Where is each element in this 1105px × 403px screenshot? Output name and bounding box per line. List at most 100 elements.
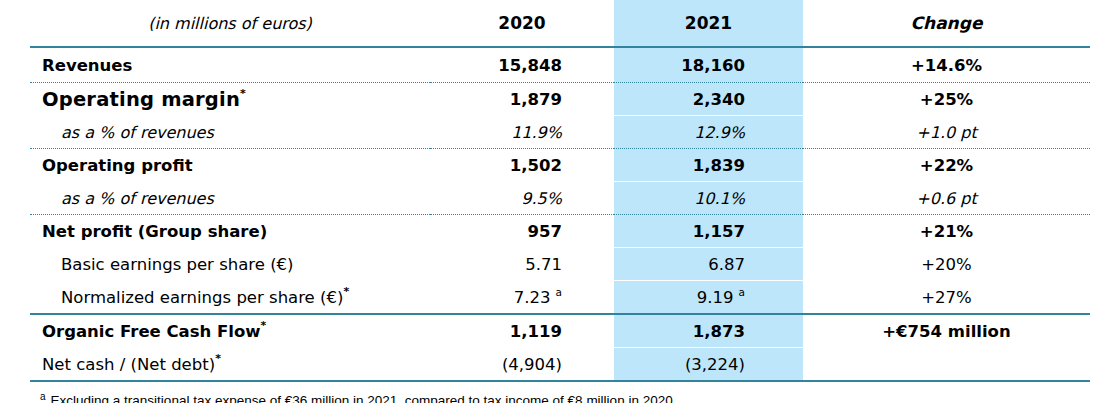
row-label: as a % of revenues xyxy=(30,116,430,149)
value-change-text: +27% xyxy=(921,288,972,307)
value-2021-text: 18,160 xyxy=(681,56,745,75)
row-label-text: Net profit (Group share) xyxy=(42,222,267,241)
value-2021: 18,160 xyxy=(614,47,803,83)
value-2020-text: (4,904) xyxy=(502,355,562,374)
asterisk-marker: * xyxy=(215,352,221,365)
value-2020-text: 7.23 xyxy=(514,288,551,307)
table-row: Operating profit 1,502 1,839 +22% xyxy=(30,149,1090,182)
row-label: Organic Free Cash Flow* xyxy=(30,314,430,348)
value-2020-text: 5.71 xyxy=(525,255,562,274)
value-change-text: +14.6% xyxy=(911,56,982,75)
value-change: +25% xyxy=(803,83,1090,116)
value-2020-text: 1,879 xyxy=(510,90,562,109)
value-change-text: +25% xyxy=(920,90,973,109)
row-label: Net profit (Group share) xyxy=(30,215,430,248)
value-2021: 10.1% xyxy=(614,182,803,215)
value-change-text: +€754 million xyxy=(882,322,1010,341)
value-2020: 5.71 xyxy=(430,248,614,281)
table-header: (in millions of euros) 2020 2021 Change xyxy=(30,0,1090,47)
value-change: +€754 million xyxy=(803,314,1090,348)
value-2020: 1,879 xyxy=(430,83,614,116)
value-2020: (4,904) xyxy=(430,348,614,382)
value-2020-text: 11.9% xyxy=(511,123,562,142)
value-change-text: +21% xyxy=(920,222,973,241)
value-change: +20% xyxy=(803,248,1090,281)
financial-results-page: (in millions of euros) 2020 2021 Change … xyxy=(0,0,1105,403)
value-2021-text: 1,873 xyxy=(693,322,745,341)
footnote-marker: a xyxy=(40,391,46,402)
value-2020: 9.5% xyxy=(430,182,614,215)
value-2020: 1,119 xyxy=(430,314,614,348)
table-body: Revenues 15,848 18,160 +14.6% Operating marg… xyxy=(30,47,1090,381)
value-2021: 12.9% xyxy=(614,116,803,149)
value-2021-text: 6.87 xyxy=(708,255,745,274)
value-2021: 1,873 xyxy=(614,314,803,348)
table-row: Normalized earnings per share (€)*7.23a9… xyxy=(30,281,1090,315)
asterisk-marker: * xyxy=(240,87,246,100)
row-label: Operating profit xyxy=(30,149,430,182)
row-label-text: Net cash / (Net debt) xyxy=(42,355,215,374)
row-label: Net cash / (Net debt)* xyxy=(30,348,430,382)
value-2021-text: 12.9% xyxy=(694,123,745,142)
asterisk-marker: * xyxy=(343,285,349,298)
table-row: Revenues 15,848 18,160 +14.6% xyxy=(30,47,1090,83)
value-change-text: +22% xyxy=(920,156,973,175)
value-change xyxy=(803,348,1090,382)
row-label: Operating margin* xyxy=(30,83,430,116)
value-2021: 1,839 xyxy=(614,149,803,182)
value-2020: 7.23 a xyxy=(430,281,614,315)
value-2020: 11.9% xyxy=(430,116,614,149)
table-row: Basic earnings per share (€) 5.71 6.87 +20% xyxy=(30,248,1090,281)
value-2020-text: 1,502 xyxy=(510,156,562,175)
asterisk-marker: * xyxy=(261,319,267,332)
table-row: as a % of revenues 11.9% 12.9% +1.0 pt xyxy=(30,116,1090,149)
value-2021-text: 1,839 xyxy=(693,156,745,175)
row-label: Normalized earnings per share (€)* xyxy=(30,281,430,315)
table-row: Organic Free Cash Flow* 1,119 1,873 +€754 m… xyxy=(30,314,1090,348)
change-header: Change xyxy=(803,0,1090,47)
value-2021-text: 2,340 xyxy=(693,90,745,109)
footnote-ref-marker: a xyxy=(556,286,562,298)
value-change-text: +1.0 pt xyxy=(916,123,976,142)
value-change: +21% xyxy=(803,215,1090,248)
row-label: Basic earnings per share (€) xyxy=(30,248,430,281)
footnote-text: Excluding a transitional tax expense of … xyxy=(51,393,677,403)
value-change: +22% xyxy=(803,149,1090,182)
value-2020-text: 15,848 xyxy=(498,56,562,75)
value-2021: 9.19 a xyxy=(614,281,803,315)
value-2020-text: 9.5% xyxy=(521,189,562,208)
table-row: Operating margin* 1,879 2,340 +25% xyxy=(30,83,1090,116)
footnote-ref-marker: a xyxy=(739,286,745,298)
table-row: as a % of revenues 9.5% 10.1% +0.6 pt xyxy=(30,182,1090,215)
row-label-text: Revenues xyxy=(42,56,132,75)
row-label-text: as a % of revenues xyxy=(61,189,214,208)
value-2021: (3,224) xyxy=(614,348,803,382)
row-label-text: Operating margin xyxy=(42,88,240,111)
row-label-text: Operating profit xyxy=(42,156,193,175)
year-2021-header: 2021 xyxy=(614,0,803,47)
value-2021-text: 9.19 xyxy=(697,288,734,307)
row-label-text: Basic earnings per share (€) xyxy=(61,255,294,274)
value-2021-text: 1,157 xyxy=(693,222,745,241)
value-2020-text: 1,119 xyxy=(510,322,562,341)
value-2021-text: (3,224) xyxy=(685,355,745,374)
value-2020: 957 xyxy=(430,215,614,248)
value-change: +0.6 pt xyxy=(803,182,1090,215)
unit-header: (in millions of euros) xyxy=(30,0,430,47)
value-2021: 6.87 xyxy=(614,248,803,281)
row-label-text: Organic Free Cash Flow xyxy=(42,322,261,341)
table-row: Net profit (Group share) 957 1,157 +21% xyxy=(30,215,1090,248)
financial-table: (in millions of euros) 2020 2021 Change … xyxy=(30,0,1090,382)
table-header-row: (in millions of euros) 2020 2021 Change xyxy=(30,0,1090,47)
value-change: +14.6% xyxy=(803,47,1090,83)
value-2020: 15,848 xyxy=(430,47,614,83)
value-change: +27% xyxy=(803,281,1090,315)
value-change-text: +20% xyxy=(921,255,972,274)
row-label-text: as a % of revenues xyxy=(61,123,214,142)
value-2021: 1,157 xyxy=(614,215,803,248)
table-row: Net cash / (Net debt)* (4,904) (3,224) xyxy=(30,348,1090,382)
value-change-text: +0.6 pt xyxy=(916,189,976,208)
value-2020-text: 957 xyxy=(528,222,562,241)
footnote: a Excluding a transitional tax expense of… xyxy=(40,393,1105,403)
value-change: +1.0 pt xyxy=(803,116,1090,149)
